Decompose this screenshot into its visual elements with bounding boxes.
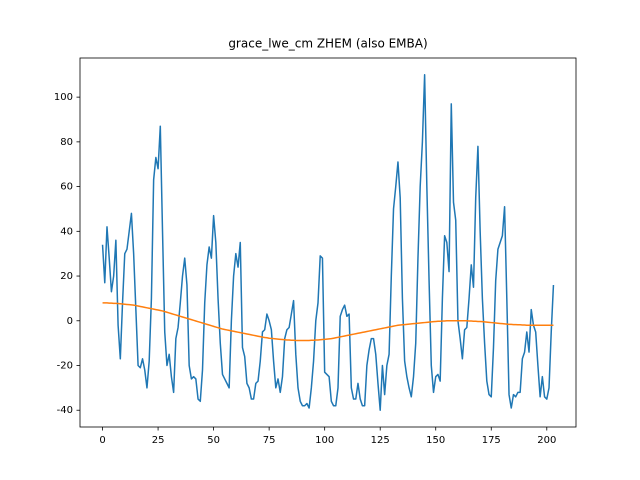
line-series <box>102 302 554 342</box>
y-tick-label: 0 <box>67 316 73 327</box>
y-tick-label: 20 <box>60 271 73 282</box>
y-tick-label: 100 <box>54 92 73 103</box>
y-tick-label: -40 <box>57 405 73 416</box>
y-tick-label: -20 <box>57 361 73 372</box>
x-tick-label: 200 <box>537 435 556 446</box>
x-tick-label: 100 <box>315 435 334 446</box>
line-series <box>101 74 555 411</box>
x-tick-label: 25 <box>152 435 165 446</box>
y-tick-label: 40 <box>60 226 73 237</box>
x-tick-label: 75 <box>263 435 276 446</box>
x-tick-label: 0 <box>99 435 105 446</box>
y-tick-label: 80 <box>60 137 73 148</box>
x-tick-label: 175 <box>482 435 501 446</box>
x-tick-label: 125 <box>371 435 390 446</box>
y-tick-label: 60 <box>60 182 73 193</box>
x-tick-label: 150 <box>426 435 445 446</box>
chart-title: grace_lwe_cm ZHEM (also EMBA) <box>228 37 427 51</box>
plot-frame <box>79 57 577 428</box>
x-tick-label: 50 <box>207 435 220 446</box>
